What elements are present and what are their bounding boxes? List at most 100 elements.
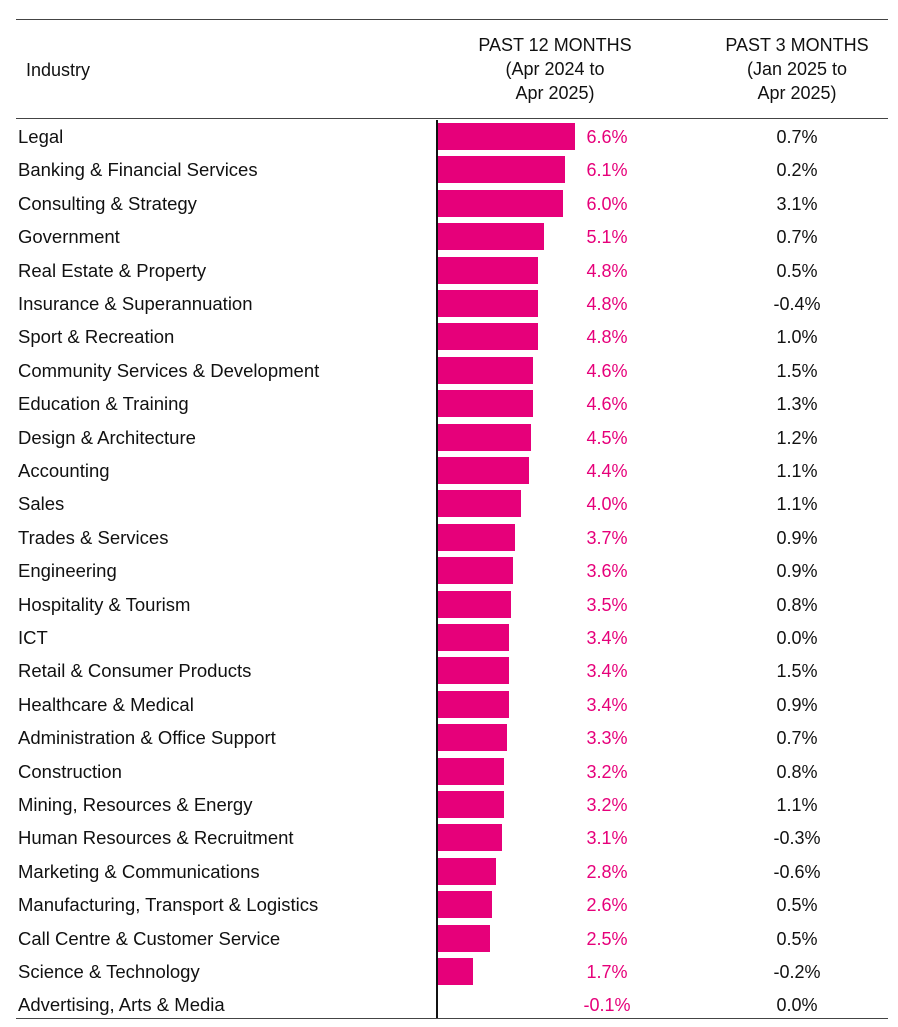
table-row: Science & Technology 1.7% -0.2% — [0, 955, 898, 988]
table-row: Manufacturing, Transport & Logistics 2.6%… — [0, 888, 898, 921]
bar-past-12-months — [438, 523, 515, 551]
industry-label: Sport & Recreation — [18, 326, 175, 348]
value-past-12-months: 4.6% — [586, 360, 628, 381]
value-past-3-months: 0.9% — [776, 527, 818, 548]
value-past-3-months: 0.0% — [776, 995, 818, 1016]
bar-past-12-months — [438, 857, 497, 885]
industry-label: Sales — [18, 493, 65, 515]
bar-past-12-months — [438, 557, 513, 585]
table-row: Engineering 3.6% 0.9% — [0, 554, 898, 587]
table-row: Healthcare & Medical 3.4% 0.9% — [0, 688, 898, 721]
value-past-12-months: 6.0% — [586, 193, 628, 214]
table-row: Community Services & Development 4.6% 1.5% — [0, 354, 898, 387]
table-row: Legal 6.6% 0.7% — [0, 120, 898, 153]
table-row: Hospitality & Tourism 3.5% 0.8% — [0, 588, 898, 621]
header-past-3-months: PAST 3 MONTHS (Jan 2025 to Apr 2025) — [697, 33, 897, 105]
industry-label: Human Resources & Recruitment — [18, 827, 294, 849]
table-row: Trades & Services 3.7% 0.9% — [0, 521, 898, 554]
bar-past-12-months — [438, 223, 544, 251]
value-past-12-months: 1.7% — [586, 962, 628, 982]
bar-past-12-months — [438, 156, 565, 184]
value-past-12-months: 3.5% — [586, 594, 628, 615]
value-past-12-months: 3.6% — [586, 561, 628, 582]
value-past-3-months: 0.9% — [776, 694, 818, 715]
industry-label: Hospitality & Tourism — [18, 593, 191, 615]
table-row: Insurance & Superannuation 4.8% -0.4% — [0, 287, 898, 320]
value-past-12-months: 6.6% — [586, 127, 628, 147]
value-past-3-months: 0.5% — [776, 260, 818, 281]
industry-label: Trades & Services — [18, 526, 169, 548]
industry-label: Marketing & Communications — [18, 860, 260, 882]
table-row: Government 5.1% 0.7% — [0, 220, 898, 253]
value-past-12-months: 4.5% — [586, 427, 628, 448]
header-past-3-line-2: (Jan 2025 to — [746, 59, 848, 79]
value-past-3-months: 1.1% — [776, 461, 818, 481]
value-past-12-months: 4.8% — [586, 327, 628, 348]
bar-past-12-months — [438, 791, 505, 818]
industry-label: Legal — [18, 126, 64, 147]
bar-past-12-months — [438, 757, 505, 785]
value-past-3-months: 1.5% — [776, 360, 818, 381]
value-past-12-months: 3.7% — [586, 527, 628, 548]
bar-past-12-months — [438, 624, 509, 651]
value-past-3-months: 0.5% — [776, 895, 818, 916]
value-past-3-months: 0.8% — [776, 594, 818, 615]
value-past-12-months: 3.1% — [586, 828, 628, 849]
industry-label: Science & Technology — [18, 961, 200, 982]
bottom-rule — [16, 1018, 888, 1019]
value-past-12-months: 5.1% — [586, 227, 628, 248]
industry-label: Call Centre & Customer Service — [18, 927, 281, 949]
table-row: Real Estate & Property 4.8% 0.5% — [0, 254, 898, 287]
value-past-12-months: 2.8% — [586, 861, 628, 882]
value-past-12-months: -0.1% — [583, 995, 631, 1016]
industry-label: Construction — [18, 760, 122, 782]
table-row: Mining, Resources & Energy 3.2% 1.1% — [0, 788, 898, 821]
value-past-3-months: 1.5% — [776, 661, 818, 682]
table-row: Design & Architecture 4.5% 1.2% — [0, 421, 898, 454]
bar-past-12-months — [438, 724, 507, 752]
table-row: Construction 3.2% 0.8% — [0, 755, 898, 788]
bar-past-12-months — [438, 189, 563, 217]
industry-label: Banking & Financial Services — [18, 159, 258, 181]
table-row: Sport & Recreation 4.8% 1.0% — [0, 320, 898, 353]
bar-past-12-months — [438, 290, 538, 317]
value-past-3-months: 0.7% — [776, 227, 818, 248]
header-industry: Industry — [26, 60, 91, 80]
value-past-12-months: 6.1% — [586, 160, 628, 181]
bar-past-12-months — [438, 490, 522, 518]
value-past-3-months: 0.8% — [776, 761, 818, 782]
industry-label: Community Services & Development — [18, 359, 320, 381]
bar-past-12-months — [438, 891, 492, 919]
table-row: Accounting 4.4% 1.1% — [0, 454, 898, 487]
bar-past-12-months — [438, 457, 530, 484]
table-row: Consulting & Strategy 6.0% 3.1% — [0, 187, 898, 220]
header-past-12-months: PAST 12 MONTHS (Apr 2024 to Apr 2025) — [455, 33, 655, 105]
industry-label: Mining, Resources & Energy — [18, 794, 253, 815]
value-past-12-months: 4.4% — [586, 461, 628, 481]
value-past-3-months: 1.3% — [776, 394, 818, 415]
top-rule — [16, 19, 888, 20]
value-past-3-months: 0.9% — [776, 561, 818, 582]
bar-past-12-months — [438, 356, 534, 384]
industry-label: Advertising, Arts & Media — [18, 994, 225, 1016]
value-past-3-months: 0.2% — [776, 160, 818, 181]
header-past-3-line-3: Apr 2025) — [757, 83, 837, 103]
bar-past-12-months — [438, 958, 474, 985]
table-row: Retail & Consumer Products 3.4% 1.5% — [0, 654, 898, 687]
value-past-12-months: 4.8% — [586, 294, 628, 314]
value-past-3-months: 1.2% — [776, 427, 818, 448]
industry-label: Accounting — [18, 460, 110, 481]
bar-past-12-months — [438, 423, 532, 451]
bar-past-12-months — [438, 657, 509, 685]
value-past-3-months: 0.7% — [776, 127, 818, 147]
value-past-12-months: 4.0% — [586, 494, 628, 515]
value-past-12-months: 3.4% — [586, 661, 628, 682]
industry-label: Insurance & Superannuation — [18, 293, 253, 314]
bar-past-12-months — [438, 123, 575, 150]
industry-label: Government — [18, 226, 120, 248]
industry-label: ICT — [18, 627, 48, 648]
value-past-12-months: 3.4% — [586, 694, 628, 715]
table-row: Banking & Financial Services 6.1% 0.2% — [0, 153, 898, 186]
bar-past-12-months — [438, 690, 509, 718]
industry-label: Education & Training — [18, 393, 189, 415]
